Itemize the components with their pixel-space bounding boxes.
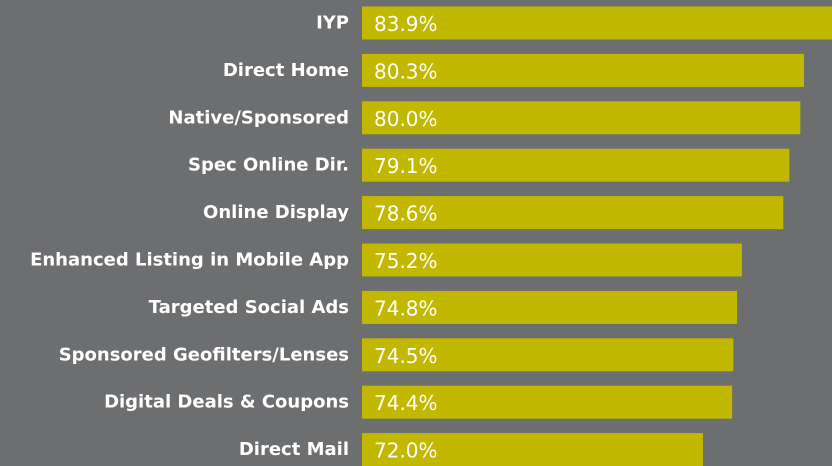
bar xyxy=(362,338,734,372)
value-label: 80.0% xyxy=(374,107,438,131)
category-label: Direct Mail xyxy=(239,439,349,460)
value-label: 72.0% xyxy=(374,439,438,463)
category-label: IYP xyxy=(316,13,349,34)
category-label: Direct Home xyxy=(223,60,349,81)
bar xyxy=(362,290,738,324)
value-label: 75.2% xyxy=(374,249,438,273)
category-label: Native/Sponsored xyxy=(168,107,349,128)
bar xyxy=(362,243,742,277)
bar xyxy=(362,433,703,466)
value-label: 78.6% xyxy=(374,202,438,226)
value-label: 83.9% xyxy=(374,12,438,36)
bar xyxy=(362,385,733,419)
bar xyxy=(362,101,801,135)
category-label: Targeted Social Ads xyxy=(149,297,349,318)
bar xyxy=(362,196,784,230)
category-label: Online Display xyxy=(203,202,349,223)
category-label: Spec Online Dir. xyxy=(188,155,349,176)
value-label: 74.4% xyxy=(374,391,438,415)
bar xyxy=(362,6,832,40)
category-label: Enhanced Listing in Mobile App xyxy=(30,250,349,271)
value-label: 74.8% xyxy=(374,296,438,320)
category-label: Digital Deals & Coupons xyxy=(104,392,349,413)
category-label: Sponsored Geofilters/Lenses xyxy=(59,344,349,365)
value-label: 80.3% xyxy=(374,59,438,83)
value-label: 74.5% xyxy=(374,344,438,368)
value-label: 79.1% xyxy=(374,154,438,178)
bar xyxy=(362,148,790,182)
bar xyxy=(362,53,804,87)
